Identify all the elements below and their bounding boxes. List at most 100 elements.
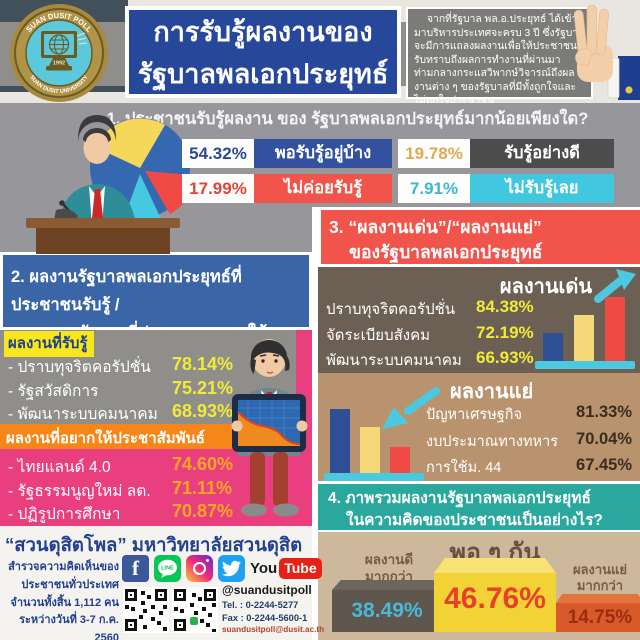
q4-body: ผลงานดี มากกว่า 38.49% พอ ๆ กัน 46.76% ผ… bbox=[318, 532, 640, 640]
q3-good-label: ผลงานเด่น bbox=[499, 276, 592, 298]
poster-title: การรับรู้ผลงานของ รัฐบาลพลเอกประยุทธ์ bbox=[125, 6, 401, 98]
q2-list1-row: - ปราบทุจริตคอรัปชั่น 78.14% bbox=[0, 354, 250, 378]
line-icon[interactable]: LINE bbox=[154, 555, 181, 582]
q3-good-panel: ผลงานเด่น ปราบทุจริตคอรัปชั่น 84.38% จัด… bbox=[318, 267, 640, 373]
descending-bars-icon bbox=[324, 409, 424, 481]
q3-good-row3-label: พัฒนาระบบคมนาคม bbox=[326, 352, 462, 369]
q2-list2-row3-label: - ปฏิรูปการศึกษา bbox=[8, 506, 121, 523]
raised-hand-icon bbox=[573, 4, 640, 100]
q3-bad-row: การใช้ม. 44 67.45% bbox=[426, 456, 634, 480]
q3-bad-panel: ผลงานแย่ ปัญหาเศรษฐกิจ 81.33% งบประมาณทา… bbox=[318, 373, 640, 481]
q3-bad-row: งบประมาณทางทหาร 70.04% bbox=[426, 430, 634, 454]
logo-year-text: 1992 bbox=[53, 61, 65, 67]
email-address[interactable]: suandusitpoll@dusit.ac.th bbox=[222, 625, 325, 634]
q4-right-pct: 14.75% bbox=[567, 607, 633, 628]
q1-answer-1-pct: 54.32% bbox=[182, 139, 254, 168]
q2-list1-row3-pct: 68.93% bbox=[172, 401, 234, 421]
q2-list1-row: - พัฒนาระบบคมนาคม 68.93% bbox=[0, 401, 250, 425]
q2-list1-row2-label: - รัฐสวัสดิการ bbox=[8, 383, 99, 400]
q4-right-block: 14.75% bbox=[556, 594, 640, 632]
q1-answer-1: 54.32% พอรับรู้อยู่บ้าง bbox=[182, 139, 392, 168]
q1-answer-3-label: ไม่ค่อยรับรู้ bbox=[254, 174, 392, 203]
q3-bad-row2-pct: 70.04% bbox=[576, 430, 632, 448]
q2-list2-row: - รัฐธรรมนูญใหม่ ลต. 71.11% bbox=[0, 478, 250, 502]
q2-list1-row: - รัฐสวัสดิการ 75.21% bbox=[0, 378, 250, 402]
q3-bad-row1-label: ปัญหาเศรษฐกิจ bbox=[426, 407, 523, 423]
q3-good-row1-pct: 84.38% bbox=[476, 297, 534, 316]
q1-answer-3: 17.99% ไม่ค่อยรับรู้ bbox=[182, 174, 392, 203]
q2-list2-row: - ปฏิรูปการศึกษา 70.87% bbox=[0, 501, 250, 525]
poster-title-line2: รัฐบาลพลเอกประยุทธ์ bbox=[137, 58, 389, 89]
youtube-icon[interactable]: You Tube bbox=[250, 558, 322, 579]
q4-header: 4. ภาพรวมผลงานรัฐบาลพลเอกประยุทธ์ ในความ… bbox=[318, 481, 640, 532]
qr-code bbox=[123, 587, 169, 633]
footer: “สวนดุสิตโพล” มหาวิทยาลัยสวนดุสิต สำรวจค… bbox=[0, 526, 325, 640]
q1-answer-2-label: รับรู้อย่างดี bbox=[470, 139, 614, 168]
q4-right-label: ผลงานแย่ มากกว่า bbox=[572, 562, 628, 594]
poll-name: “สวนดุสิตโพล” มหาวิทยาลัยสวนดุสิต bbox=[5, 534, 303, 555]
q2-list1-row1-pct: 78.14% bbox=[172, 354, 234, 374]
q2-title-line1: 2. ผลงานรัฐบาลพลเอกประยุทธ์ที่ประชาชนรับ… bbox=[11, 268, 242, 315]
social-handle[interactable]: @suandusitpoll bbox=[222, 583, 312, 597]
q4-title-line2: ในความคิดของประชาชนเป็นอย่างไร? bbox=[346, 512, 603, 530]
q4-mid-pct: 46.76% bbox=[444, 582, 546, 615]
fax-number: Fax : 0-2244-5600-1 bbox=[222, 613, 308, 623]
q4-left-block: 38.49% bbox=[332, 580, 442, 632]
q3-title-line1: 3. “ผลงานเด่น”/“ผลงานแย่” bbox=[329, 217, 542, 237]
q3-bad-row: ปัญหาเศรษฐกิจ 81.33% bbox=[426, 403, 634, 427]
q2-list1-row3-label: - พัฒนาระบบคมนาคม bbox=[8, 406, 158, 423]
q3-bad-label: ผลงานแย่ bbox=[450, 381, 534, 403]
q1-answer-2: 19.78% รับรู้อย่างดี bbox=[398, 139, 614, 168]
facebook-icon[interactable]: f bbox=[122, 555, 149, 582]
instagram-icon[interactable] bbox=[186, 555, 213, 582]
q1-answer-4-label: ไม่รับรู้เลย bbox=[470, 174, 614, 203]
suan-dusit-poll-logo-icon: SUAN DUSIT POLL SUAN DUSIT UNIVERSITY 19… bbox=[10, 4, 108, 102]
ascending-bars-icon bbox=[535, 297, 635, 369]
poster-title-line1: การรับรู้ผลงานของ bbox=[153, 17, 373, 47]
q2-list2-row: - ไทยแลนด์ 4.0 74.60% bbox=[0, 454, 250, 478]
q3-bad-row1-pct: 81.33% bbox=[576, 403, 632, 421]
intro-text: จากที่รัฐบาล พล.อ.ประยุทธ์ ได้เข้ามาบริห… bbox=[406, 7, 593, 106]
q4-left-pct: 38.49% bbox=[351, 599, 423, 622]
q3-bad-row3-label: การใช้ม. 44 bbox=[426, 460, 502, 476]
q2-list2-row3-pct: 70.87% bbox=[172, 501, 234, 521]
twitter-icon[interactable] bbox=[218, 555, 245, 582]
q3-bad-row3-pct: 67.45% bbox=[576, 456, 632, 474]
q2-list2-row1-pct: 74.60% bbox=[172, 454, 234, 474]
q3-bad-row2-label: งบประมาณทางทหาร bbox=[426, 434, 559, 450]
q3-header: 3. “ผลงานเด่น”/“ผลงานแย่” ของรัฐบาลพลเอก… bbox=[318, 207, 640, 267]
phone-number: Tel. : 0-2244-5277 bbox=[222, 600, 299, 610]
q2-list2-row2-label: - รัฐธรรมนูญใหม่ ลต. bbox=[8, 483, 151, 500]
social-icons: f LINE You Tube bbox=[122, 555, 322, 582]
q1-question: 1. ประชาชนรับรู้ผลงาน ของ รัฐบาลพลเอกประ… bbox=[106, 110, 589, 128]
q1-answer-3-pct: 17.99% bbox=[182, 174, 254, 203]
down-arrow-icon bbox=[382, 387, 440, 429]
q1-answer-4-pct: 7.91% bbox=[398, 174, 470, 203]
survey-info: สำรวจความคิดเห็นของ ประชาชนทั่วประเทศ จำ… bbox=[8, 561, 119, 640]
man-with-tablet-illustration bbox=[231, 339, 308, 517]
speaker-pie-illustration bbox=[26, 115, 195, 254]
podium-icon bbox=[26, 218, 180, 228]
svg-text:LINE: LINE bbox=[161, 566, 174, 572]
q2-header: 2. ผลงานรัฐบาลพลเอกประยุทธ์ที่ประชาชนรับ… bbox=[0, 252, 312, 370]
q2-list1-label: ผลงานที่รับรู้ bbox=[4, 331, 94, 357]
q3-good-row2-pct: 72.19% bbox=[476, 323, 534, 342]
q2-list2-row1-label: - ไทยแลนด์ 4.0 bbox=[8, 459, 111, 476]
q3-good-row1-label: ปราบทุจริตคอรัปชั่น bbox=[326, 301, 456, 318]
q3-good-row: จัดระเบียบสังคม 72.19% bbox=[318, 323, 558, 347]
q3-title-line2: ของรัฐบาลพลเอกประยุทธ์ bbox=[349, 242, 543, 263]
q3-good-row: พัฒนาระบบคมนาคม 66.93% bbox=[318, 348, 558, 372]
up-arrow-icon bbox=[594, 269, 636, 303]
q2-list2-row2-pct: 71.11% bbox=[172, 478, 233, 498]
qr-code bbox=[172, 587, 218, 633]
q3-good-row: ปราบทุจริตคอรัปชั่น 84.38% bbox=[318, 297, 558, 321]
q1-answer-1-label: พอรับรู้อยู่บ้าง bbox=[254, 139, 392, 168]
q4-title-line1: 4. ภาพรวมผลงานรัฐบาลพลเอกประยุทธ์ bbox=[328, 490, 591, 507]
contact-info: @suandusitpoll Tel. : 0-2244-5277 Fax : … bbox=[222, 583, 325, 634]
q1-answer-2-pct: 19.78% bbox=[398, 139, 470, 168]
q3-good-row2-label: จัดระเบียบสังคม bbox=[326, 327, 431, 344]
q2-list1-row1-label: - ปราบทุจริตคอรัปชั่น bbox=[8, 359, 151, 376]
q3-good-row3-pct: 66.93% bbox=[476, 348, 534, 367]
header: SUAN DUSIT POLL SUAN DUSIT UNIVERSITY 19… bbox=[0, 0, 640, 106]
